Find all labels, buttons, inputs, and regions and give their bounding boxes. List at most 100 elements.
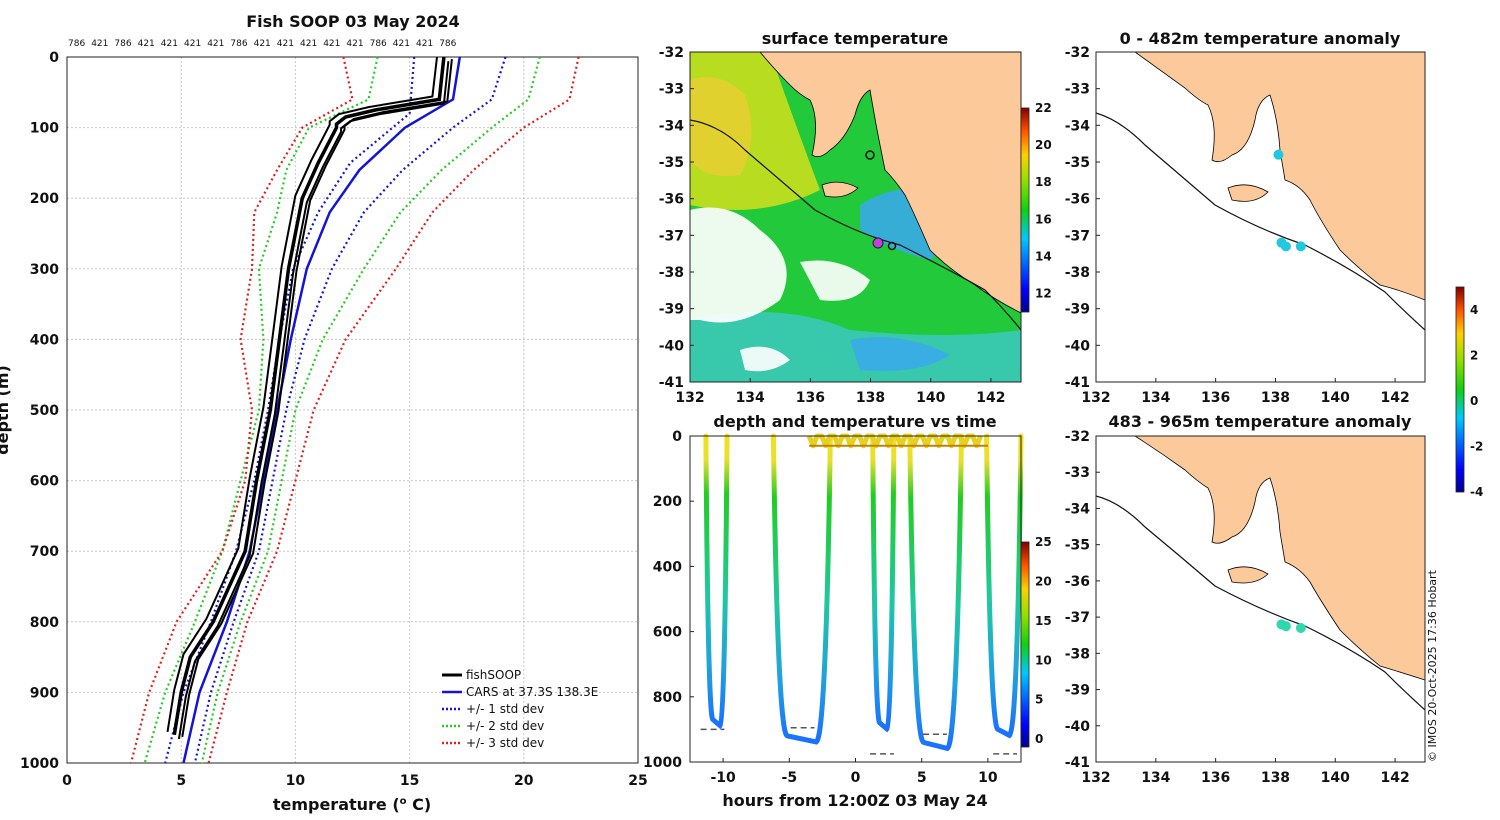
sst-colorbar-ticks: 12 14 16 18 20 22 <box>1035 101 1052 300</box>
map-ytick: -36 <box>1065 574 1090 590</box>
profile-series <box>129 56 580 764</box>
profile-ticks: 0 5 10 15 20 25 0 100 200 300 400 500 600 700 800 900 10… <box>20 50 648 789</box>
map-xtick: 132 <box>1081 770 1110 786</box>
time-xtick: 10 <box>978 770 998 786</box>
std2-high <box>200 56 541 764</box>
profile-xlabel: temperature (o C) <box>273 795 431 814</box>
time-title: depth and temperature vs time <box>713 412 996 431</box>
fishsoop-profile-cast <box>181 58 453 738</box>
map-xtick: 140 <box>1321 770 1350 786</box>
map-xtick: 134 <box>736 390 765 406</box>
anomaly-upper-panel: 0 - 482m temperature anomaly 132 134 136 13… <box>1065 29 1426 406</box>
anomaly-lower-land <box>1134 436 1425 681</box>
time-ytick: 1000 <box>643 755 682 771</box>
sst-cloud-3 <box>740 346 790 372</box>
map-ytick: -41 <box>659 375 684 391</box>
map-ytick: -34 <box>1065 118 1091 134</box>
anomaly-upper-island <box>1227 184 1269 202</box>
colorbar-tick: 20 <box>1035 574 1052 588</box>
colorbar-tick: 25 <box>1035 535 1052 549</box>
legend-cars: CARS at 37.3S 138.3E <box>466 685 598 699</box>
sst-warmest-region <box>690 77 752 176</box>
sst-title: surface temperature <box>762 29 949 48</box>
map-xtick: 136 <box>1201 390 1230 406</box>
anomaly-point <box>1295 622 1306 633</box>
anomaly-point <box>1295 241 1306 252</box>
anomaly-lower-ticks: 132 134 136 138 140 142 -32 -33 -34 -35 -36 -37 -38 -… <box>1065 429 1410 786</box>
anomaly-colorbar <box>1455 286 1465 493</box>
time-series <box>700 433 1024 755</box>
profile-ytick: 100 <box>30 121 59 137</box>
anomaly-point <box>1273 149 1284 160</box>
probe-type-label: 786 <box>439 39 456 49</box>
profile-axes-box <box>66 56 639 764</box>
fishsoop-profile-cast <box>166 56 438 733</box>
map-xtick: 138 <box>1261 770 1290 786</box>
anomaly-lower-axes-box <box>1095 435 1426 763</box>
probe-type-label: 786 <box>370 39 387 49</box>
fishsoop-profile <box>172 56 446 736</box>
probe-type-label: 421 <box>346 39 363 49</box>
map-ytick: -36 <box>659 192 684 208</box>
watermark: © IMOS 20-Oct-2025 17:36 Hobart <box>1426 569 1439 762</box>
map-xtick: 138 <box>1261 390 1290 406</box>
map-ytick: -37 <box>659 228 684 244</box>
probe-type-label: 421 <box>277 39 294 49</box>
colorbar-tick: 12 <box>1035 286 1052 300</box>
std3-high <box>207 56 580 764</box>
colorbar-tick: 20 <box>1035 138 1052 152</box>
map-ytick: -32 <box>1065 429 1090 445</box>
dive-track <box>907 433 964 752</box>
probe-type-labels: 786 421 786 421 421 421 421 786 421 421 421 421 421 7… <box>68 39 457 49</box>
colorbar-tick: -2 <box>1470 439 1483 453</box>
anomaly-upper-axes-box <box>1095 51 1426 383</box>
profile-xtick: 0 <box>62 773 72 789</box>
time-ticks: -10 -5 0 5 10 0 200 400 600 800 1000 <box>643 429 998 786</box>
colorbar-tick: 22 <box>1035 101 1052 115</box>
profile-panel: Fish SOOP 03 May 2024 786 421 786 421 421 421… <box>0 12 648 814</box>
profile-ytick: 200 <box>30 191 59 207</box>
map-ytick: -35 <box>659 155 684 171</box>
legend-std1: +/- 1 std dev <box>466 702 544 716</box>
colorbar-tick: 2 <box>1470 348 1478 362</box>
probe-type-label: 786 <box>230 39 247 49</box>
colorbar-tick: 10 <box>1035 653 1052 667</box>
colorbar-tick: 0 <box>1035 732 1043 746</box>
sst-cloud-1 <box>690 207 787 323</box>
anomaly-upper-title: 0 - 482m temperature anomaly <box>1120 29 1401 48</box>
profile-title: Fish SOOP 03 May 2024 <box>246 12 460 31</box>
map-ytick: -34 <box>659 118 685 134</box>
colorbar-tick: 4 <box>1470 303 1478 317</box>
map-xtick: 142 <box>1380 390 1409 406</box>
map-xtick: 138 <box>856 390 885 406</box>
sst-cold-patch <box>850 337 950 371</box>
legend-std3: +/- 3 std dev <box>466 736 544 750</box>
profile-ytick: 700 <box>30 544 59 560</box>
probe-type-label: 421 <box>416 39 433 49</box>
sst-cloud-2 <box>800 260 870 301</box>
anomaly-lower-points <box>1276 619 1306 633</box>
profile-ytick: 0 <box>49 50 59 66</box>
anomaly-upper-map <box>1096 52 1425 331</box>
map-ytick: -40 <box>659 338 685 354</box>
colorbar-tick: 16 <box>1035 212 1052 226</box>
time-xtick: -5 <box>782 770 798 786</box>
anomaly-lower-panel: 483 - 965m temperature anomaly 132 134 136… <box>1065 412 1426 786</box>
profile-xtick: 15 <box>400 773 419 789</box>
anomaly-point <box>1280 241 1291 252</box>
map-ytick: -38 <box>1065 265 1090 281</box>
profile-xtick: 25 <box>628 773 647 789</box>
dive-track <box>770 433 833 745</box>
time-axes-box <box>689 435 1022 763</box>
probe-type-label: 421 <box>91 39 108 49</box>
map-ytick: -35 <box>1065 155 1090 171</box>
sst-panel: surface temperature 132 134 1 <box>659 29 1052 406</box>
colorbar-tick: -4 <box>1470 485 1483 499</box>
colorbar-tick: 5 <box>1035 693 1043 707</box>
time-ytick: 200 <box>653 494 682 510</box>
profile-ytick: 1000 <box>20 756 59 772</box>
time-ytick: 600 <box>653 625 682 641</box>
legend-std2: +/- 2 std dev <box>466 719 544 733</box>
time-ytick: 400 <box>653 559 682 575</box>
